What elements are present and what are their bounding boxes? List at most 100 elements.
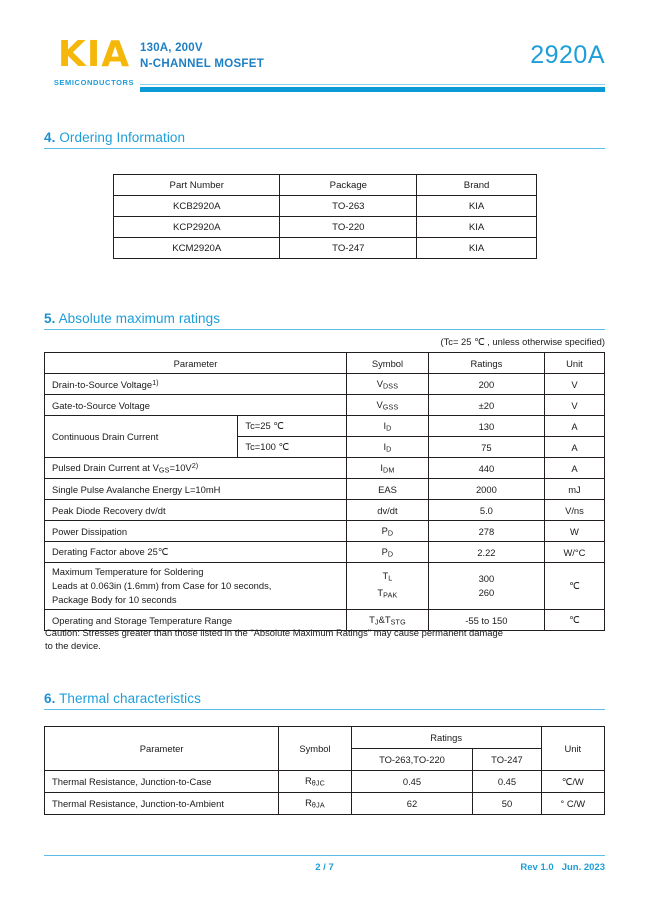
cell-rating: 2000: [427, 478, 545, 500]
cell-part-number: KCP2920A: [112, 216, 281, 238]
cell-unit: ℃/W: [540, 770, 606, 793]
table-row-tj-tstg: Operating and Storage Temperature Range …: [43, 609, 606, 631]
symbol-tl: TL: [347, 569, 428, 586]
absmax-condition-note: (Tc= 25 ℃ , unless otherwise specified): [440, 336, 605, 347]
param-text: Pulsed Drain Current at V: [52, 462, 159, 474]
cell-symbol: PD: [346, 541, 429, 563]
symbol-base: T: [377, 587, 384, 598]
cell-part-number: KCB2920A: [112, 195, 281, 217]
cell-symbol: EAS: [346, 478, 429, 500]
cell-unit: A: [543, 436, 606, 458]
caution-note: Caution: Stresses greater than those lis…: [45, 626, 610, 652]
rating-tpak: 260: [478, 587, 495, 598]
table-header-row: Parameter Symbol Ratings Unit: [43, 352, 606, 374]
param-subscript: GS: [158, 466, 170, 475]
symbol-base: T: [369, 613, 375, 625]
section-4-rule: [44, 148, 605, 149]
section-absolute-maximum-ratings: 5. Absolute maximum ratings: [44, 311, 605, 330]
symbol-subscript: D: [386, 445, 392, 454]
table-header-row: Part Number Package Brand: [112, 174, 537, 196]
cell-value-to247: 0.45: [472, 770, 542, 793]
cell-parameter: Peak Diode Recovery dv/dt: [43, 499, 348, 521]
symbol-base: V: [376, 398, 383, 410]
footnote-marker: 1): [152, 377, 159, 387]
symbol-subscript: DM: [383, 466, 395, 475]
table-row-idm: Pulsed Drain Current at VGS=10V2) IDM 44…: [43, 457, 606, 479]
table-row-pd: Power Dissipation PD 278 W: [43, 520, 606, 542]
symbol-subscript: PAK: [383, 591, 398, 600]
section-4-label: Ordering Information: [59, 130, 186, 145]
footer-revision: Rev 1.0 Jun. 2023: [520, 862, 605, 873]
kia-logo: KIA SEMICONDUCTORS: [44, 34, 144, 88]
symbol-subscript: STG: [390, 618, 406, 627]
symbol-base: I: [383, 440, 387, 452]
section-6-number: 6.: [44, 691, 56, 706]
section-4-number: 4.: [44, 130, 56, 145]
cell-rating: 440: [427, 457, 545, 479]
cell-symbol: VDSS: [346, 373, 429, 395]
section-5-rule: [44, 329, 605, 330]
cell-brand: KIA: [416, 237, 537, 259]
cell-unit: V: [543, 373, 606, 395]
symbol-base: I: [383, 419, 387, 431]
caution-line-2: to the device.: [45, 640, 101, 651]
symbol-base: P: [381, 524, 388, 536]
cell-unit: A: [543, 457, 606, 479]
col-header-unit: Unit: [540, 726, 606, 771]
footer-page-number: 2 / 7: [315, 862, 334, 873]
rating-tl: 300: [478, 573, 495, 584]
col-header-symbol: Symbol: [346, 352, 429, 374]
cell-package: TO-247: [279, 237, 418, 259]
col-header-parameter: Parameter: [43, 726, 280, 771]
col-header-ratings: Ratings: [350, 726, 542, 749]
symbol-base: I: [380, 461, 384, 473]
footnote-marker: 2): [191, 461, 199, 471]
table-row: KCB2920A TO-263 KIA: [112, 195, 537, 217]
symbol-subscript: J: [374, 618, 379, 627]
symbol-subscript: D: [387, 529, 394, 538]
cell-symbol: PD: [346, 520, 429, 542]
col-header-brand: Brand: [416, 174, 537, 196]
cell-condition: Tc=25 ℃: [237, 415, 348, 437]
cell-symbol: TL TPAK: [346, 562, 429, 610]
cell-rating: 278: [427, 520, 545, 542]
cell-symbol: RθJC: [278, 770, 352, 793]
symbol-conjunction: &: [378, 613, 385, 625]
absolute-maximum-ratings-table: Parameter Symbol Ratings Unit Drain-to-S…: [43, 352, 606, 631]
product-description-line2: N-CHANNEL MOSFET: [140, 58, 265, 70]
section-5-number: 5.: [44, 311, 56, 326]
cell-symbol: VGSS: [346, 394, 429, 416]
cell-parameter: Power Dissipation: [43, 520, 348, 542]
header-rule-thick: [140, 87, 605, 92]
col-header-parameter: Parameter: [43, 352, 348, 374]
cell-unit: W: [543, 520, 606, 542]
logo-wordmark: KIA: [57, 34, 131, 75]
cell-brand: KIA: [416, 216, 537, 238]
cell-rating: 5.0: [427, 499, 545, 521]
table-row: KCP2920A TO-220 KIA: [112, 216, 537, 238]
cell-unit: V: [543, 394, 606, 416]
col-subheader-to263-to220: TO-263,TO-220: [350, 748, 474, 771]
cell-parameter: Gate-to-Source Voltage: [43, 394, 348, 416]
page-header: KIA SEMICONDUCTORS 130A, 200V N-CHANNEL …: [0, 0, 649, 110]
table-row: KCM2920A TO-247 KIA: [112, 237, 537, 259]
section-6-title: 6. Thermal characteristics: [44, 691, 605, 706]
symbol-subscript: L: [388, 575, 393, 583]
section-ordering-information: 4. Ordering Information: [44, 130, 605, 149]
cell-parameter: Thermal Resistance, Junction-to-Ambient: [43, 792, 280, 815]
cell-package: TO-263: [279, 195, 418, 217]
section-5-label: Absolute maximum ratings: [58, 311, 221, 326]
table-row-vgss: Gate-to-Source Voltage VGSS ±20 V: [43, 394, 606, 416]
ordering-information-table: Part Number Package Brand KCB2920A TO-26…: [112, 174, 537, 259]
cell-brand: KIA: [416, 195, 537, 217]
section-thermal-characteristics: 6. Thermal characteristics: [44, 691, 605, 710]
product-description: 130A, 200V N-CHANNEL MOSFET: [140, 40, 264, 72]
logo-tagline: SEMICONDUCTORS: [53, 78, 135, 87]
header-rule-thin: [140, 84, 605, 85]
footer-rule: [44, 855, 605, 856]
symbol-subscript: θJC: [311, 779, 325, 788]
cell-value-to247: 50: [472, 792, 542, 815]
symbol-base: T: [384, 613, 391, 625]
symbol-subscript: θJA: [311, 801, 325, 810]
cell-parameter: Thermal Resistance, Junction-to-Case: [43, 770, 280, 793]
